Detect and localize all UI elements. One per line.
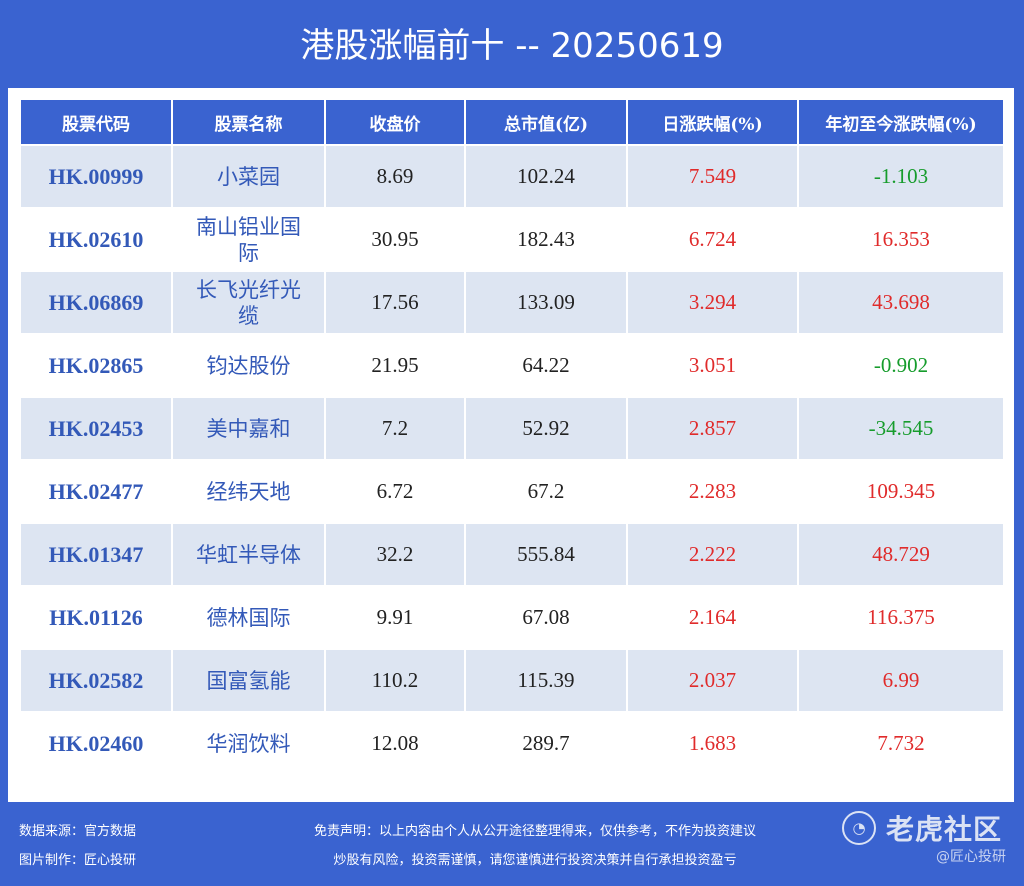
stock-name-cell: 经纬天地 [171,459,326,524]
day-change-cell: 7.549 [626,144,799,209]
day-change-cell: 2.222 [626,522,799,587]
market-cap-cell: 555.84 [464,522,628,587]
stock-name-cell: 南山铝业国际 [171,207,326,272]
close-price-cell: 32.2 [324,522,466,587]
day-change-cell: 2.857 [626,396,799,461]
header-ytd-change: 年初至今涨跌幅(%) [797,98,1005,146]
market-cap-cell: 289.7 [464,711,628,776]
close-price-cell: 12.08 [324,711,466,776]
stock-code-cell: HK.02453 [19,396,173,461]
ytd-change-cell: -34.545 [797,396,1005,461]
table-row: HK.06869 长飞光纤光缆 17.56 133.09 3.294 43.698 [19,270,1005,335]
stock-name-cell: 华润饮料 [171,711,326,776]
table-row: HK.02477 经纬天地 6.72 67.2 2.283 109.345 [19,459,1005,524]
stock-code-cell: HK.02610 [19,207,173,272]
market-cap-cell: 52.92 [464,396,628,461]
stock-table: 股票代码 股票名称 收盘价 总市值(亿) 日涨跌幅(%) 年初至今涨跌幅(%) … [19,98,1005,776]
day-change-cell: 1.683 [626,711,799,776]
close-price-cell: 17.56 [324,270,466,335]
ytd-change-cell: -0.902 [797,333,1005,398]
stock-name-cell: 华虹半导体 [171,522,326,587]
stock-name-cell: 长飞光纤光缆 [171,270,326,335]
stock-name-cell: 钧达股份 [171,333,326,398]
close-price-cell: 6.72 [324,459,466,524]
data-source: 数据来源：官方数据 [19,824,137,839]
stock-code-cell: HK.06869 [19,270,173,335]
table-row: HK.02582 国富氢能 110.2 115.39 2.037 6.99 [19,648,1005,713]
table-row: HK.02460 华润饮料 12.08 289.7 1.683 7.732 [19,711,1005,776]
stock-code-cell: HK.02477 [19,459,173,524]
stock-code-cell: HK.02582 [19,648,173,713]
table-panel: 股票代码 股票名称 收盘价 总市值(亿) 日涨跌幅(%) 年初至今涨跌幅(%) … [8,88,1014,802]
market-cap-cell: 64.22 [464,333,628,398]
footer: 数据来源：官方数据 图片制作：匠心投研 免责声明：以上内容由个人从公开途径整理得… [0,806,1024,886]
ytd-change-cell: 43.698 [797,270,1005,335]
image-maker: 图片制作：匠心投研 [19,853,137,868]
ytd-change-cell: 116.375 [797,585,1005,650]
stock-name-cell: 美中嘉和 [171,396,326,461]
close-price-cell: 7.2 [324,396,466,461]
stock-code-cell: HK.02460 [19,711,173,776]
day-change-cell: 3.294 [626,270,799,335]
close-price-cell: 110.2 [324,648,466,713]
market-cap-cell: 182.43 [464,207,628,272]
watermark-logo: ◔ 老虎社区 [841,808,1002,848]
watermark-logo-text: 老虎社区 [885,813,1002,846]
market-cap-cell: 133.09 [464,270,628,335]
close-price-cell: 21.95 [324,333,466,398]
market-cap-cell: 115.39 [464,648,628,713]
day-change-cell: 2.164 [626,585,799,650]
ytd-change-cell: 7.732 [797,711,1005,776]
ytd-change-cell: 16.353 [797,207,1005,272]
watermark-handle: @匠心投研 [936,849,1006,865]
table-row: HK.01347 华虹半导体 32.2 555.84 2.222 48.729 [19,522,1005,587]
page-title: 港股涨幅前十 -- 20250619 [300,26,724,66]
header-name: 股票名称 [171,98,326,146]
stock-name-cell: 德林国际 [171,585,326,650]
table-row: HK.01126 德林国际 9.91 67.08 2.164 116.375 [19,585,1005,650]
ytd-change-cell: 109.345 [797,459,1005,524]
market-cap-cell: 67.2 [464,459,628,524]
close-price-cell: 30.95 [324,207,466,272]
table-header-row: 股票代码 股票名称 收盘价 总市值(亿) 日涨跌幅(%) 年初至今涨跌幅(%) [19,98,1005,146]
day-change-cell: 2.037 [626,648,799,713]
tiger-logo-icon: ◔ [841,811,876,845]
stock-code-cell: HK.01347 [19,522,173,587]
day-change-cell: 2.283 [626,459,799,524]
close-price-cell: 8.69 [324,144,466,209]
table-row: HK.02610 南山铝业国际 30.95 182.43 6.724 16.353 [19,207,1005,272]
market-cap-cell: 102.24 [464,144,628,209]
table-row: HK.02865 钧达股份 21.95 64.22 3.051 -0.902 [19,333,1005,398]
day-change-cell: 6.724 [626,207,799,272]
header-code: 股票代码 [19,98,173,146]
table-row: HK.02453 美中嘉和 7.2 52.92 2.857 -34.545 [19,396,1005,461]
header-day-change: 日涨跌幅(%) [626,98,799,146]
disclaimer-line-1: 免责声明：以上内容由个人从公开途径整理得来，仅供参考，不作为投资建议 [313,824,756,839]
close-price-cell: 9.91 [324,585,466,650]
ytd-change-cell: 48.729 [797,522,1005,587]
stock-name-cell: 国富氢能 [171,648,326,713]
ytd-change-cell: 6.99 [797,648,1005,713]
disclaimer-line-2: 炒股有风险，投资需谨慎，请您谨慎进行投资决策并自行承担投资盈亏 [333,853,737,868]
table-row: HK.00999 小菜园 8.69 102.24 7.549 -1.103 [19,144,1005,209]
ytd-change-cell: -1.103 [797,144,1005,209]
stock-code-cell: HK.01126 [19,585,173,650]
market-cap-cell: 67.08 [464,585,628,650]
day-change-cell: 3.051 [626,333,799,398]
stock-code-cell: HK.02865 [19,333,173,398]
header-close: 收盘价 [324,98,466,146]
stock-name-cell: 小菜园 [171,144,326,209]
header-market-cap: 总市值(亿) [464,98,628,146]
stock-code-cell: HK.00999 [19,144,173,209]
